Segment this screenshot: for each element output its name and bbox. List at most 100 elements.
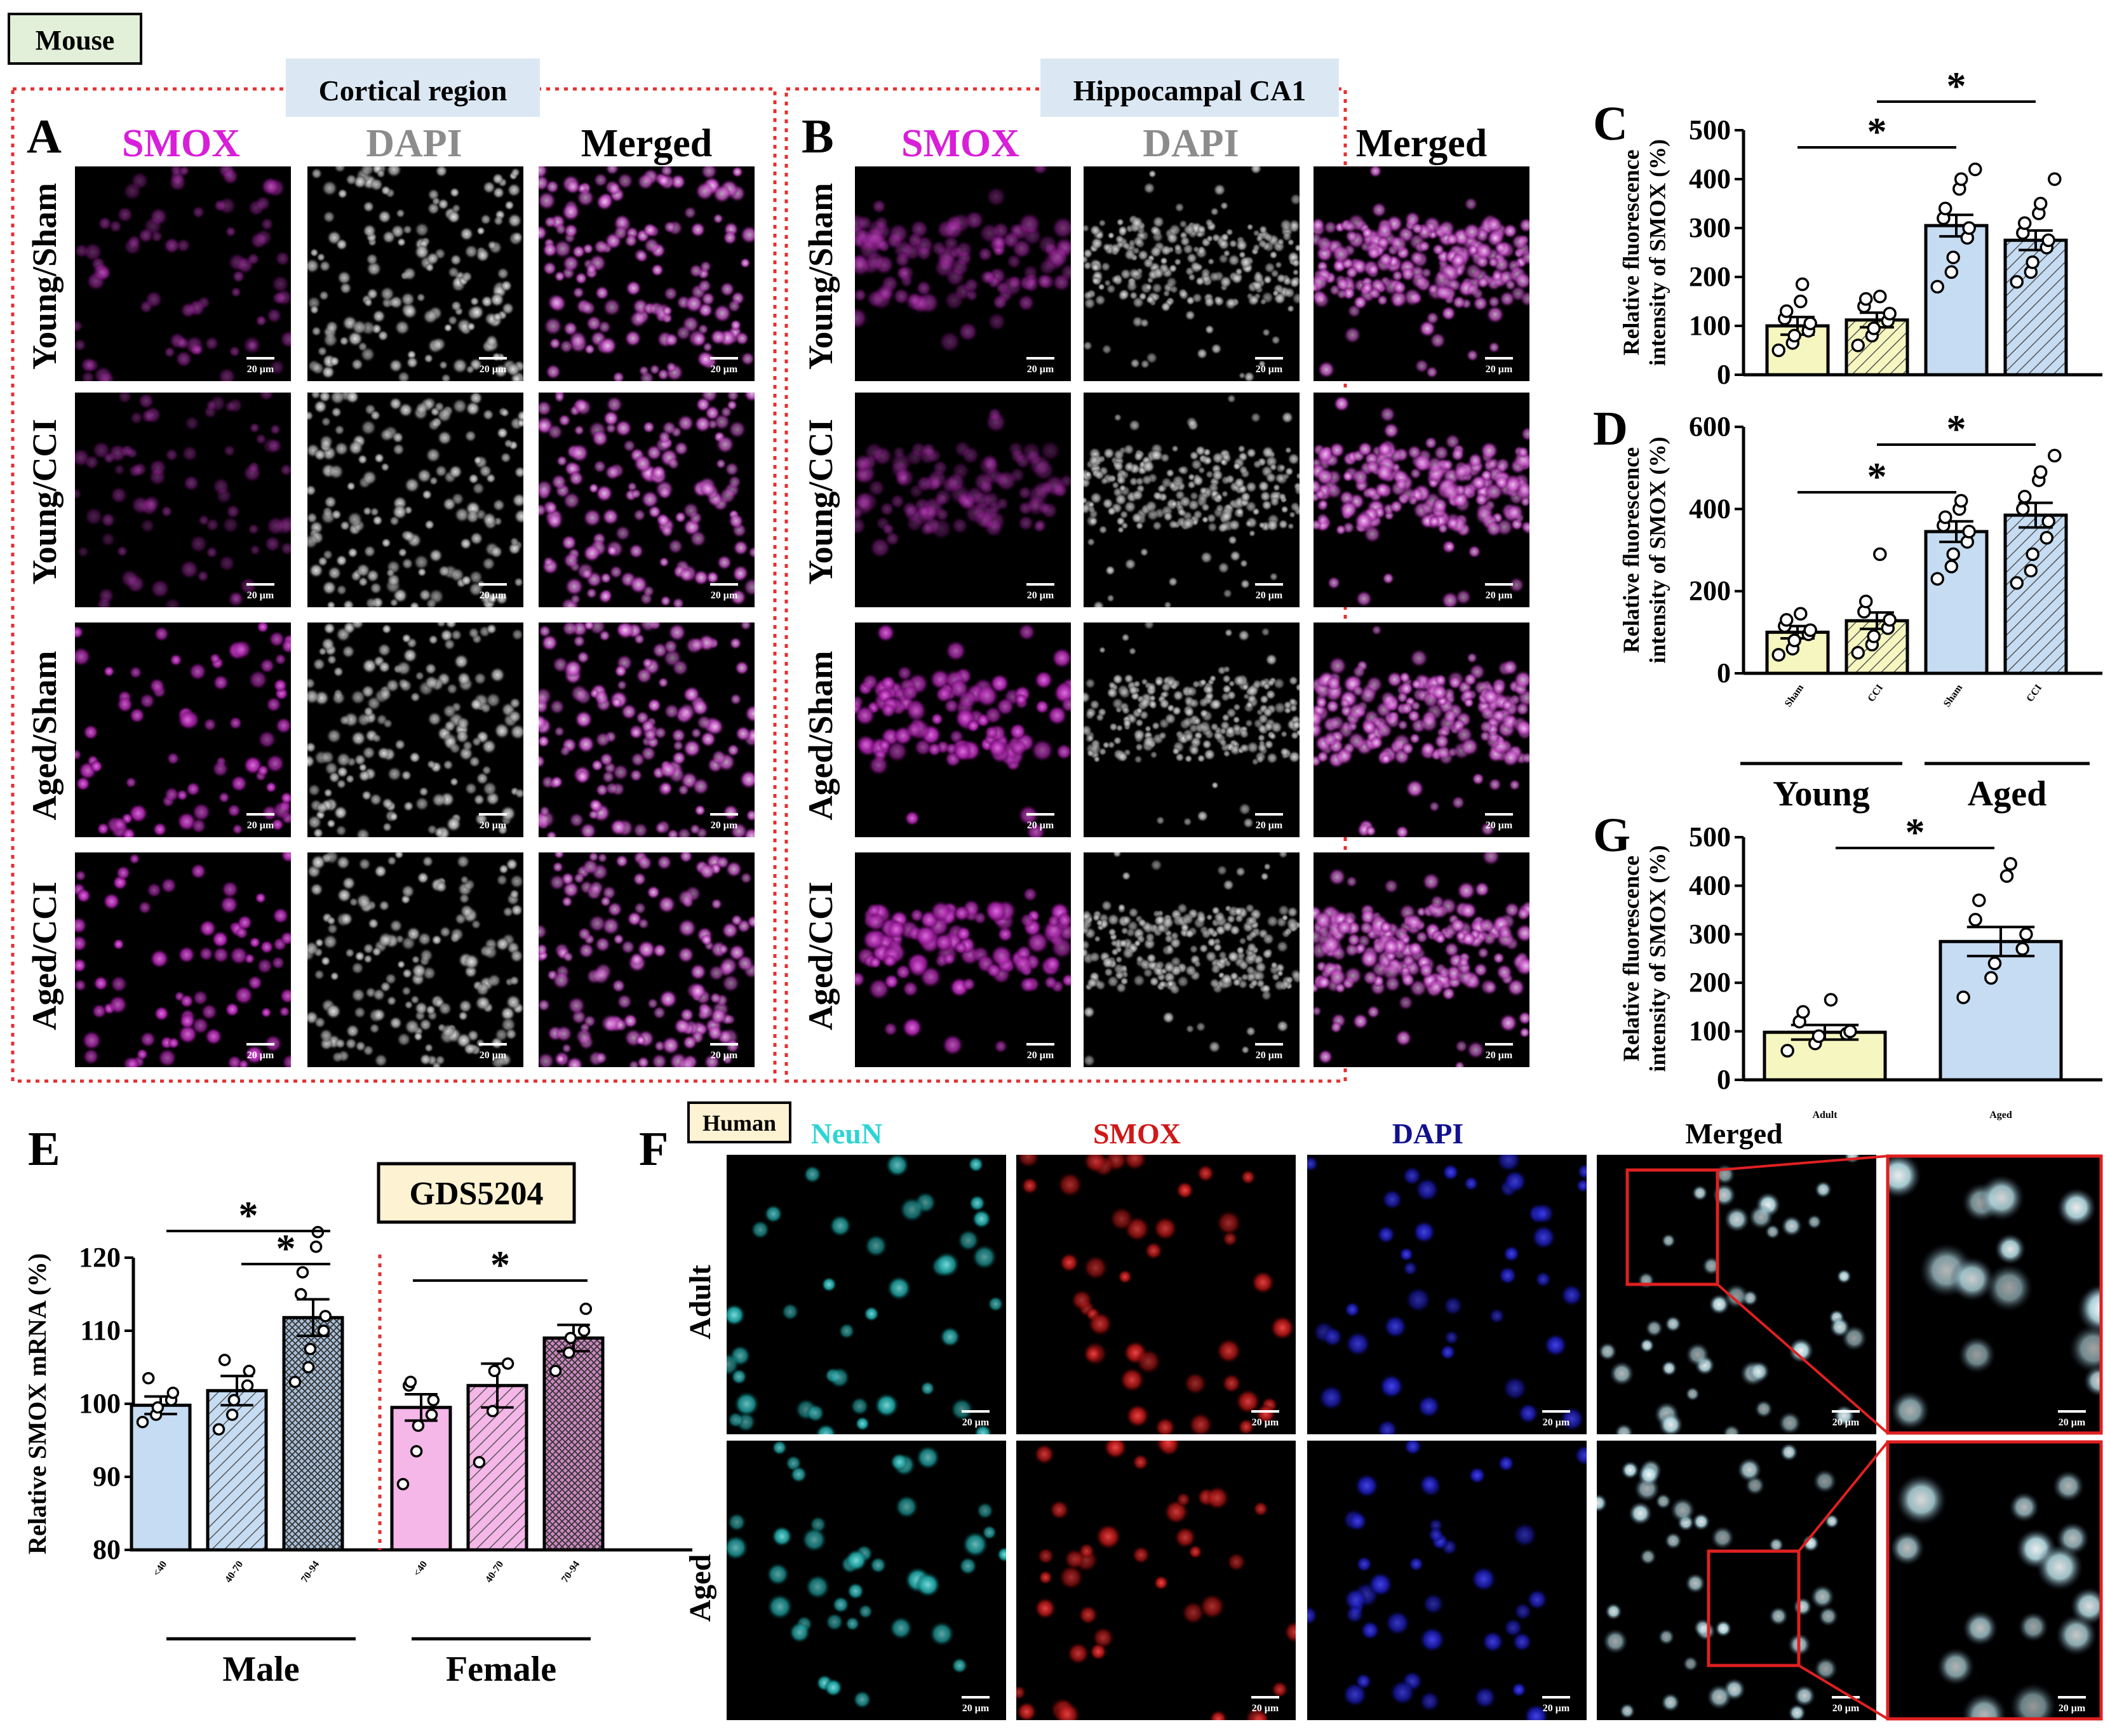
bar-2: [1924, 224, 1989, 377]
data-point: [1946, 250, 1960, 264]
data-point: [218, 1354, 231, 1366]
significance-star: *: [490, 1244, 510, 1287]
tile-b-merged-r0: 20 μm: [1314, 166, 1529, 381]
data-point: [1794, 294, 1808, 309]
col-header-b-dapi: DAPI: [1143, 122, 1239, 165]
x-tick-label: CCI: [1866, 683, 1886, 704]
data-point: [1779, 304, 1794, 318]
data-point: [317, 1324, 330, 1337]
data-point: [2033, 196, 2048, 211]
data-point: [427, 1394, 440, 1406]
cortical-panel-frame: [11, 87, 777, 1083]
data-point: [1771, 648, 1785, 662]
data-point: [1796, 1005, 1810, 1019]
y-tick-label: 0: [1717, 1064, 1731, 1095]
y-tick-label: 200: [1689, 967, 1731, 998]
tile-f-r1-c4: 20 μm: [1886, 1441, 2102, 1720]
data-point: [1946, 547, 1960, 562]
data-point: [309, 1241, 323, 1253]
data-point: [1883, 613, 1897, 627]
tile-a-smox-r1: 20 μm: [75, 393, 291, 607]
tile-f-r1-c1-scale: 20 μm: [1252, 1703, 1279, 1714]
inset-frame-adult: [1886, 1154, 2103, 1435]
y-tick-label: 600: [1689, 411, 1731, 442]
data-point: [1930, 279, 1944, 294]
data-point: [304, 1343, 317, 1356]
tile-a-smox-r3: 20 μm: [75, 852, 291, 1067]
data-point: [1795, 277, 1810, 292]
data-point: [1803, 316, 1817, 330]
tile-f-r0-c3: 20 μm: [1597, 1155, 1876, 1434]
y-tick-label: 100: [1689, 310, 1731, 341]
tile-a-merged-r3: 20 μm: [539, 852, 755, 1067]
data-point: [1938, 201, 1952, 215]
tile-f-r0-c1: 20 μm: [1016, 1155, 1296, 1434]
cortical-region-callout: Cortical region: [286, 58, 540, 117]
row-label-b-aged-sham: Aged/Sham: [802, 650, 840, 820]
data-point: [1771, 343, 1785, 358]
data-point: [1954, 494, 1968, 508]
panel-letter-a: A: [27, 110, 62, 163]
data-point: [166, 1387, 180, 1399]
data-point: [302, 1361, 315, 1374]
y-tick-label: 90: [93, 1461, 121, 1492]
data-point: [2017, 216, 2032, 231]
data-point: [1954, 172, 1968, 186]
group-label: Female: [446, 1650, 556, 1689]
y-tick-label: 0: [1717, 359, 1731, 390]
tile-b-smox-r1: 20 μm: [855, 393, 1071, 607]
zoom-line-adult-bottom: [1716, 1283, 1889, 1434]
panel-letter-b: B: [802, 110, 834, 163]
tile-a-dapi-r1: 20 μm: [307, 393, 523, 607]
significance-star: *: [1905, 811, 1925, 854]
col-header-f-smox: SMOX: [1093, 1117, 1181, 1150]
tile-b-dapi-r0-scale: 20 μm: [1256, 364, 1283, 375]
data-point: [2016, 502, 2030, 516]
data-point: [1968, 913, 1982, 927]
data-point: [1811, 1029, 1826, 1043]
tile-b-smox-r0: 20 μm: [855, 166, 1071, 381]
y-tick-label: 300: [1689, 212, 1731, 243]
data-point: [1984, 971, 1998, 985]
y-tick-label: 400: [1689, 163, 1731, 194]
tile-a-dapi-r3: 20 μm: [307, 852, 523, 1067]
data-point: [1944, 560, 1959, 574]
row-label-b-young-cci: Young/CCI: [802, 419, 840, 584]
significance-star: *: [1947, 408, 1966, 451]
data-point: [225, 1408, 239, 1421]
col-header-b-smox: SMOX: [901, 122, 1019, 165]
tile-a-merged-r2-scale: 20 μm: [711, 820, 738, 831]
y-tick-label: 200: [1689, 261, 1731, 292]
data-point: [2026, 547, 2039, 562]
data-point: [2019, 927, 2033, 941]
tile-a-dapi-r0-scale: 20 μm: [480, 364, 507, 375]
tile-b-smox-r2: 20 μm: [855, 622, 1071, 837]
tile-f-r1-c3: 20 μm: [1597, 1441, 1876, 1720]
chart-g: 0 100 200 300 400 500 Relative fluorescenceint…: [1618, 811, 2102, 1120]
x-tick-label: Sham: [1942, 682, 1965, 709]
data-point: [1858, 292, 1873, 306]
col-header-b-merged: Merged: [1356, 122, 1488, 165]
y-tick-label: 300: [1689, 918, 1731, 950]
chart-d: 0 200 400 600 Relative fluorescenceintensity…: [1618, 408, 2102, 814]
data-point: [2017, 490, 2032, 504]
hippocampal-callout: Hippocampal CA1: [1040, 58, 1339, 117]
data-point: [1787, 328, 1801, 343]
data-point: [2026, 255, 2039, 269]
significance-star: *: [239, 1194, 259, 1237]
y-tick-label: 200: [1689, 575, 1731, 607]
y-tick-label: 120: [79, 1242, 121, 1273]
data-point: [241, 1379, 254, 1392]
data-point: [2015, 941, 2029, 956]
row-label-a-young-sham: Young/Sham: [25, 183, 64, 370]
data-point: [1968, 162, 1982, 177]
x-tick-label: 40-70: [223, 1559, 245, 1585]
data-point: [1867, 629, 1881, 643]
tile-a-merged-r1-scale: 20 μm: [711, 590, 738, 601]
significance-star: *: [1867, 455, 1887, 499]
x-tick-label: CCI: [2025, 683, 2045, 704]
micrographs-cortical: 20 μm 20 μm 20 μm 20 μm 20 μm 20 μm 20 μm 20 μm…: [75, 166, 755, 1067]
mouse-tag-label: Mouse: [36, 25, 115, 56]
data-point: [577, 1324, 591, 1337]
